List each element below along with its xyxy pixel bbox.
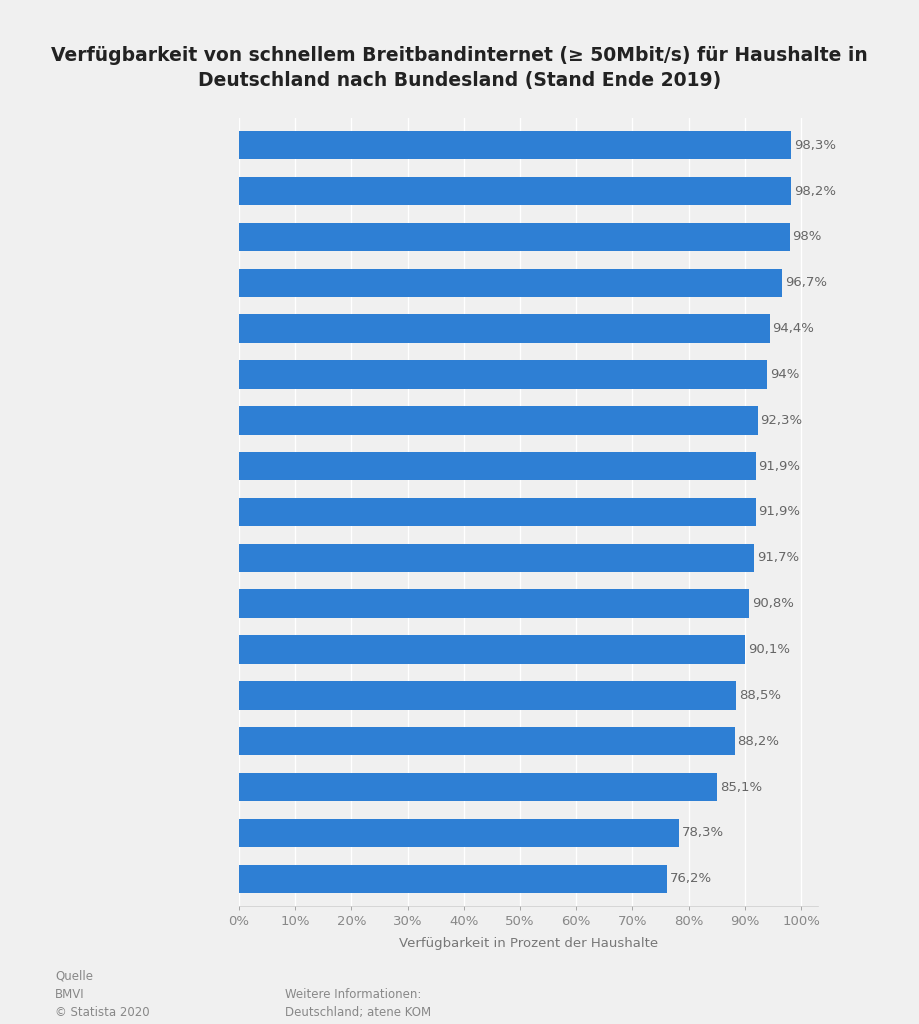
Bar [239, 223, 789, 251]
Bar [239, 268, 782, 297]
Text: 92,3%: 92,3% [761, 414, 802, 427]
Bar [239, 773, 718, 801]
Text: 85,1%: 85,1% [720, 780, 762, 794]
Bar [239, 818, 679, 847]
X-axis label: Verfügbarkeit in Prozent der Haushalte: Verfügbarkeit in Prozent der Haushalte [399, 937, 658, 949]
Text: 98%: 98% [792, 230, 822, 244]
Text: 88,5%: 88,5% [739, 689, 781, 701]
Text: 96,7%: 96,7% [786, 276, 827, 290]
Bar [239, 131, 791, 160]
Bar [239, 544, 754, 572]
Text: 76,2%: 76,2% [670, 872, 712, 885]
Text: 90,8%: 90,8% [752, 597, 794, 610]
Bar [239, 360, 767, 389]
Text: 91,9%: 91,9% [758, 506, 800, 518]
Bar [239, 452, 755, 480]
Bar [239, 590, 749, 617]
Bar [239, 314, 769, 343]
Bar [239, 407, 758, 434]
Text: 94,4%: 94,4% [772, 323, 814, 335]
Text: 91,9%: 91,9% [758, 460, 800, 473]
Text: Verfügbarkeit von schnellem Breitbandinternet (≥ 50Mbit/s) für Haushalte in
Deut: Verfügbarkeit von schnellem Breitbandint… [51, 46, 868, 90]
Text: 91,7%: 91,7% [757, 551, 800, 564]
Text: 98,2%: 98,2% [794, 184, 835, 198]
Text: Weitere Informationen:
Deutschland; atene KOM: Weitere Informationen: Deutschland; aten… [285, 988, 431, 1019]
Bar [239, 727, 734, 756]
Bar [239, 635, 745, 664]
Text: 90,1%: 90,1% [748, 643, 790, 656]
Bar [239, 177, 791, 206]
Text: 78,3%: 78,3% [682, 826, 724, 840]
Bar [239, 498, 755, 526]
Bar [239, 864, 667, 893]
Text: 88,2%: 88,2% [738, 734, 779, 748]
Text: Quelle
BMVI
© Statista 2020: Quelle BMVI © Statista 2020 [55, 970, 150, 1019]
Text: 94%: 94% [770, 368, 800, 381]
Bar [239, 681, 736, 710]
Text: 98,3%: 98,3% [794, 139, 836, 152]
